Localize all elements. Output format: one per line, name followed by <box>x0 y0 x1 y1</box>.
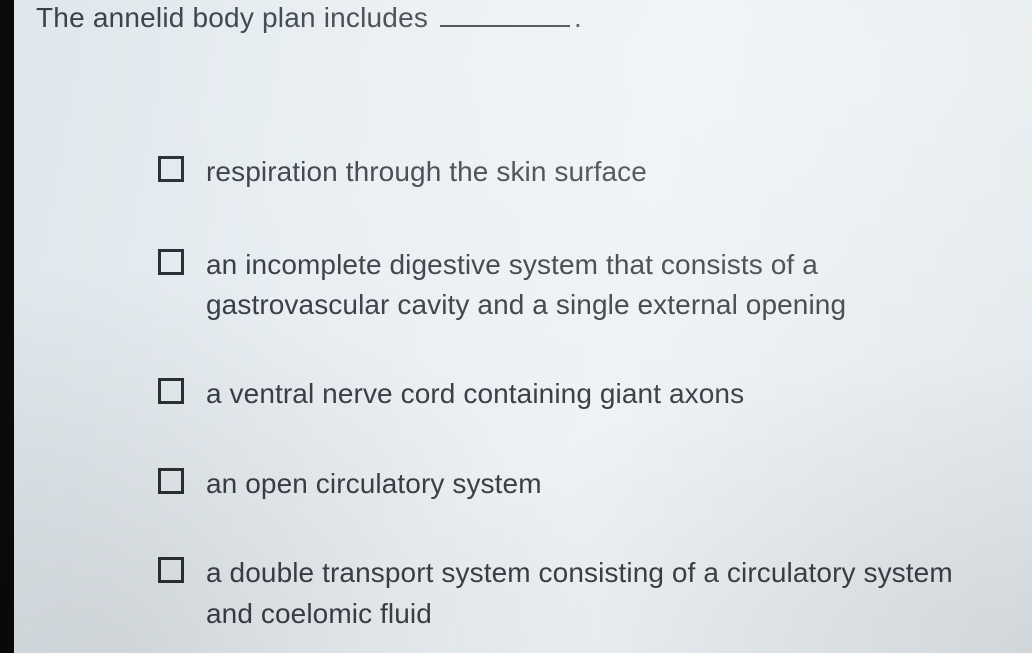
quiz-screen: The annelid body plan includes . respira… <box>0 0 1032 653</box>
option-row: an incomplete digestive system that cons… <box>158 245 992 326</box>
option-row: a double transport system consisting of … <box>158 553 992 634</box>
option-row: respiration through the skin surface <box>158 152 992 193</box>
option-checkbox[interactable] <box>158 557 184 583</box>
question-stem: The annelid body plan includes . <box>30 0 1032 34</box>
stem-suffix: . <box>574 2 582 33</box>
stem-prefix: The annelid body plan includes <box>36 2 428 33</box>
bezel-left <box>0 0 14 653</box>
option-checkbox[interactable] <box>158 468 184 494</box>
option-checkbox[interactable] <box>158 156 184 182</box>
option-label: a ventral nerve cord containing giant ax… <box>206 374 744 415</box>
options-list: respiration through the skin surface an … <box>30 152 1032 634</box>
option-checkbox[interactable] <box>158 378 184 404</box>
option-label: an incomplete digestive system that cons… <box>206 245 992 326</box>
option-label: a double transport system consisting of … <box>206 553 992 634</box>
option-label: respiration through the skin surface <box>206 152 647 193</box>
option-checkbox[interactable] <box>158 249 184 275</box>
fill-in-blank <box>440 3 570 27</box>
option-row: an open circulatory system <box>158 464 992 505</box>
option-label: an open circulatory system <box>206 464 542 505</box>
option-row: a ventral nerve cord containing giant ax… <box>158 374 992 415</box>
